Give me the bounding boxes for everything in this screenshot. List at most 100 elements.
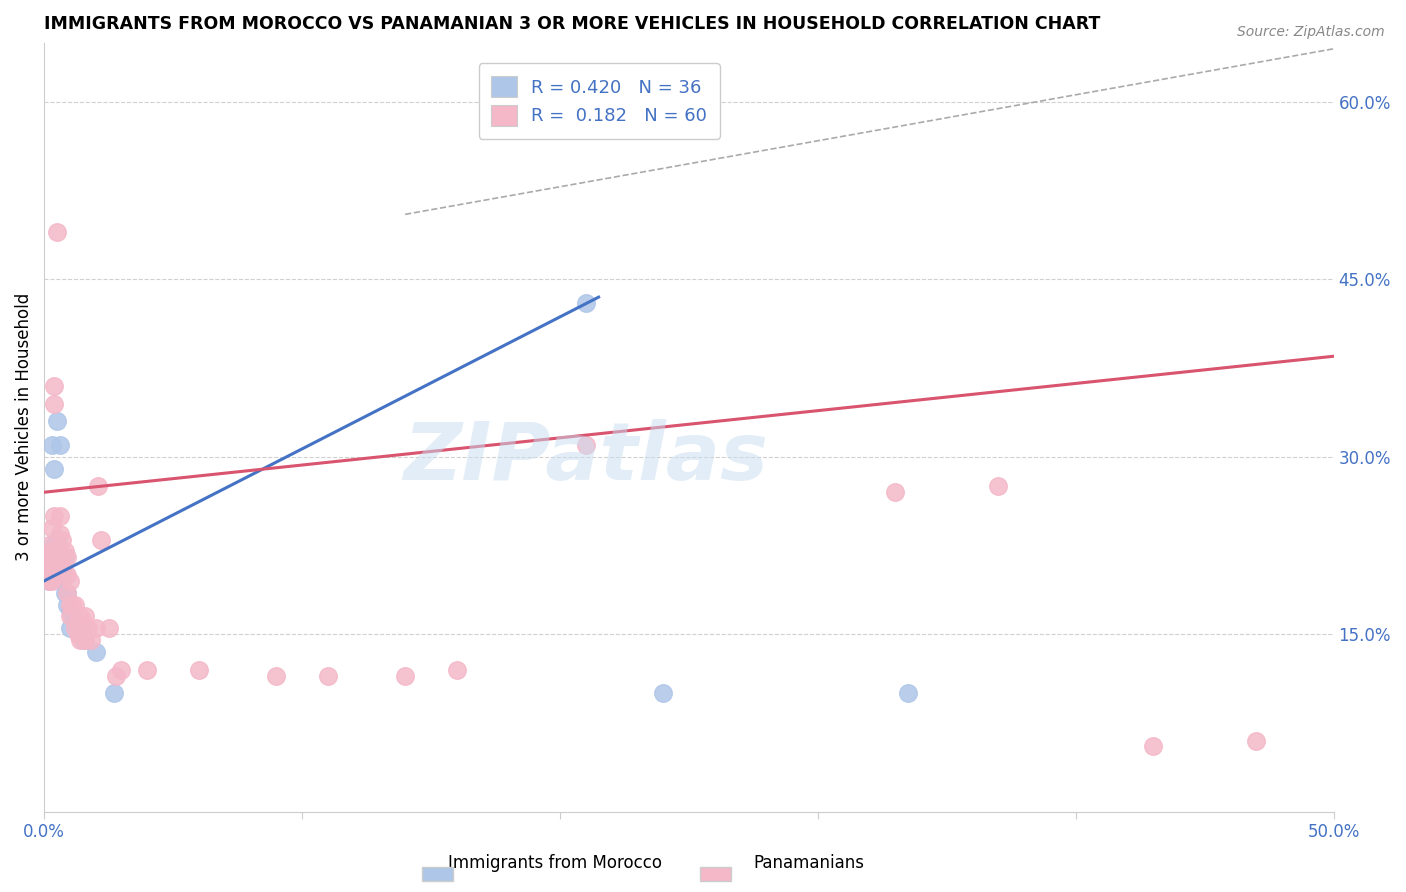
- Point: [575, 438, 598, 452]
- Point: [87, 479, 110, 493]
- Point: [110, 663, 132, 677]
- Point: [53, 586, 76, 600]
- Point: [48, 526, 70, 541]
- Point: [652, 686, 675, 700]
- Point: [66, 621, 89, 635]
- Point: [51, 568, 73, 582]
- Point: [53, 544, 76, 558]
- Point: [38, 538, 60, 552]
- Point: [59, 574, 82, 588]
- Point: [41, 562, 63, 576]
- Point: [56, 568, 79, 582]
- Point: [77, 621, 100, 635]
- Point: [446, 663, 468, 677]
- Point: [1142, 739, 1164, 754]
- Point: [72, 615, 94, 630]
- Point: [38, 556, 60, 570]
- Point: [48, 574, 70, 588]
- Point: [90, 533, 112, 547]
- Point: [46, 533, 69, 547]
- Point: [46, 550, 69, 565]
- Legend: R = 0.420   N = 36, R =  0.182   N = 60: R = 0.420 N = 36, R = 0.182 N = 60: [478, 63, 720, 138]
- Point: [136, 663, 159, 677]
- Point: [66, 627, 89, 641]
- Point: [38, 550, 60, 565]
- Point: [1246, 733, 1268, 747]
- Point: [44, 379, 66, 393]
- Point: [41, 550, 63, 565]
- Point: [46, 414, 69, 428]
- Point: [46, 225, 69, 239]
- Point: [884, 485, 907, 500]
- Text: Source: ZipAtlas.com: Source: ZipAtlas.com: [1237, 25, 1385, 39]
- Point: [53, 550, 76, 565]
- Text: Panamanians: Panamanians: [754, 855, 863, 872]
- Point: [38, 574, 60, 588]
- Point: [51, 550, 73, 565]
- Point: [44, 461, 66, 475]
- Point: [987, 479, 1010, 493]
- Point: [187, 663, 209, 677]
- Point: [105, 668, 128, 682]
- Point: [41, 544, 63, 558]
- Point: [59, 609, 82, 624]
- Point: [48, 438, 70, 452]
- Y-axis label: 3 or more Vehicles in Household: 3 or more Vehicles in Household: [15, 293, 32, 561]
- Point: [59, 598, 82, 612]
- Point: [48, 550, 70, 565]
- Point: [75, 609, 97, 624]
- Point: [46, 568, 69, 582]
- Point: [264, 668, 287, 682]
- Point: [44, 508, 66, 523]
- Point: [44, 562, 66, 576]
- Point: [84, 645, 107, 659]
- Point: [72, 633, 94, 648]
- Point: [56, 598, 79, 612]
- Point: [44, 556, 66, 570]
- Point: [38, 574, 60, 588]
- Point: [62, 609, 84, 624]
- Point: [63, 598, 86, 612]
- Point: [72, 621, 94, 635]
- Point: [897, 686, 920, 700]
- Point: [84, 621, 107, 635]
- Point: [41, 438, 63, 452]
- Point: [48, 556, 70, 570]
- Point: [35, 544, 58, 558]
- Point: [97, 621, 120, 635]
- Point: [35, 550, 58, 565]
- Point: [66, 615, 89, 630]
- Point: [63, 615, 86, 630]
- Point: [56, 586, 79, 600]
- Point: [316, 668, 339, 682]
- Point: [75, 633, 97, 648]
- Point: [51, 550, 73, 565]
- Point: [59, 621, 82, 635]
- Point: [103, 686, 125, 700]
- Point: [79, 633, 101, 648]
- Point: [48, 508, 70, 523]
- Point: [44, 538, 66, 552]
- Point: [63, 621, 86, 635]
- Point: [51, 556, 73, 570]
- Point: [41, 574, 63, 588]
- Point: [56, 550, 79, 565]
- Text: Immigrants from Morocco: Immigrants from Morocco: [449, 855, 662, 872]
- Point: [44, 396, 66, 410]
- Text: IMMIGRANTS FROM MOROCCO VS PANAMANIAN 3 OR MORE VEHICLES IN HOUSEHOLD CORRELATIO: IMMIGRANTS FROM MOROCCO VS PANAMANIAN 3 …: [44, 15, 1101, 33]
- Point: [575, 296, 598, 310]
- Point: [44, 550, 66, 565]
- Point: [69, 633, 91, 648]
- Point: [41, 521, 63, 535]
- Point: [35, 568, 58, 582]
- Point: [62, 598, 84, 612]
- Point: [59, 603, 82, 617]
- Point: [53, 568, 76, 582]
- Point: [69, 627, 91, 641]
- Point: [51, 556, 73, 570]
- Point: [46, 544, 69, 558]
- Point: [394, 668, 416, 682]
- Point: [41, 568, 63, 582]
- Text: ZIPatlas: ZIPatlas: [404, 419, 768, 497]
- Point: [56, 586, 79, 600]
